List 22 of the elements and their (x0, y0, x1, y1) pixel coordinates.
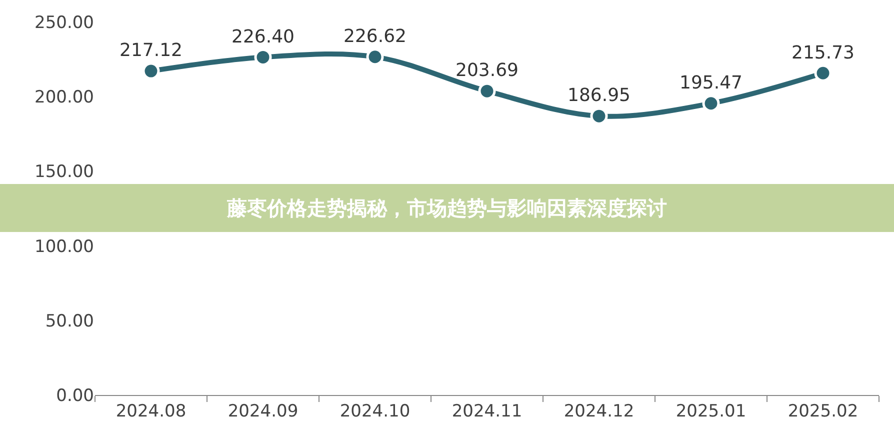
y-tick-label: 50.00 (45, 311, 94, 332)
data-label: 226.62 (344, 26, 406, 48)
y-tick-label: 200.00 (34, 88, 94, 108)
x-tick-label: 2024.12 (564, 401, 634, 422)
data-label: 203.69 (456, 60, 518, 82)
banner-strip: 藤枣价格走势揭秘，市场趋势与影响因素深度探讨 (0, 184, 894, 232)
data-label: 215.73 (792, 42, 854, 64)
x-tick-label: 2024.11 (452, 401, 522, 422)
y-tick-label: 150.00 (34, 162, 94, 182)
x-tick-label: 2025.02 (788, 401, 858, 422)
x-tick-label: 2024.09 (228, 401, 298, 422)
data-label: 195.47 (680, 72, 742, 94)
x-tick-label: 2024.08 (116, 401, 186, 422)
y-tick-label: 100.00 (34, 236, 94, 257)
text: 藤枣价格走势揭秘，市场趋势与影响因素深度探讨 (227, 194, 667, 222)
data-label: 217.12 (120, 40, 182, 62)
data-label: 226.40 (232, 26, 294, 48)
x-tick-label: 2024.10 (340, 401, 410, 422)
y-tick-label: 250.00 (34, 12, 94, 33)
x-tick-label: 2025.01 (676, 401, 746, 422)
y-tick-label: 0.00 (56, 386, 94, 406)
data-label: 186.95 (568, 85, 630, 106)
